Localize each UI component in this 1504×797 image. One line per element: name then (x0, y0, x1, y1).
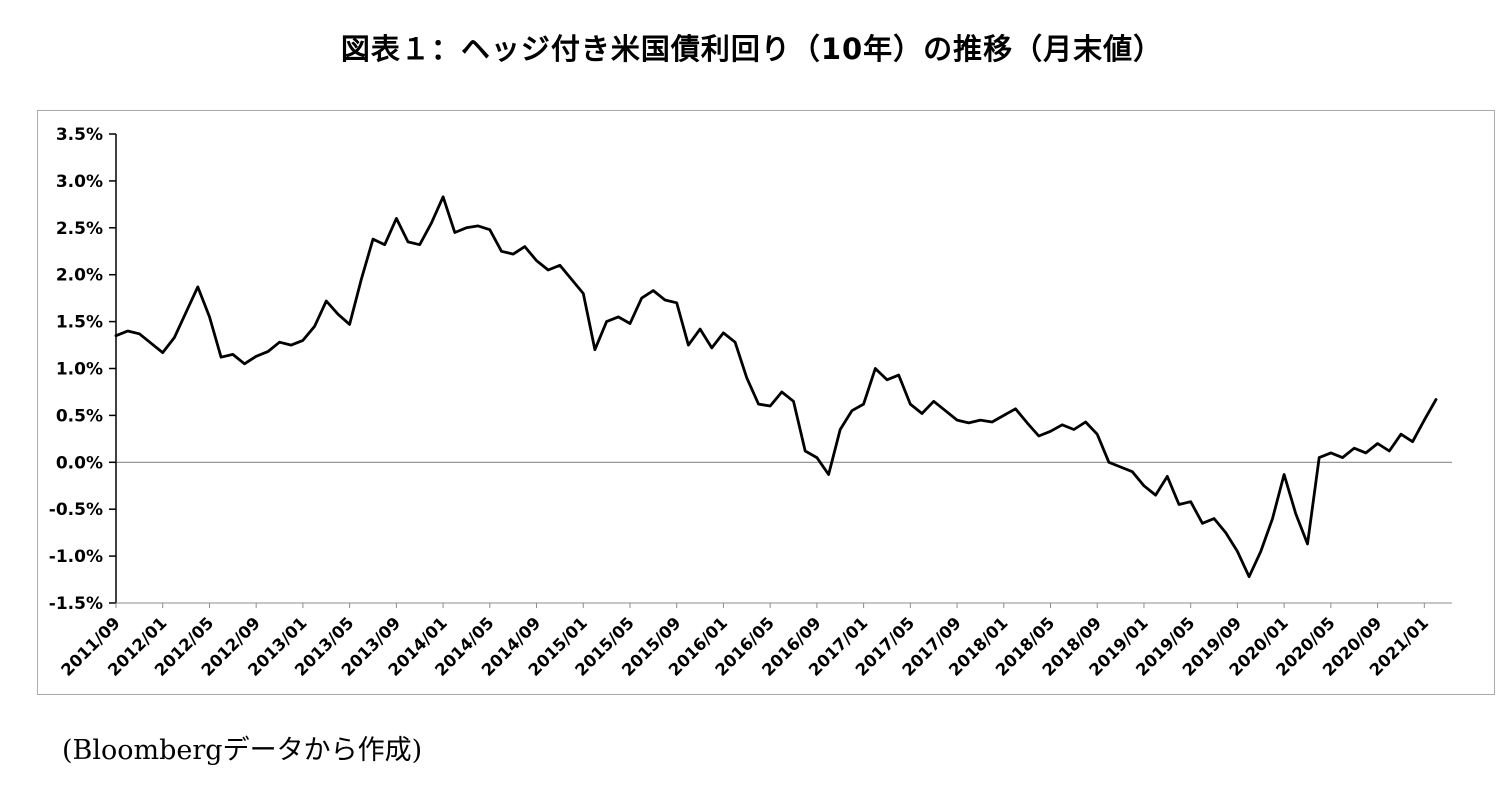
y-tick-label: 2.0% (56, 266, 103, 286)
y-tick-label: -0.5% (49, 500, 103, 520)
source-note: (Bloombergデータから作成) (62, 735, 423, 766)
y-tick-label: 3.0% (56, 172, 103, 192)
y-tick-label: 1.5% (56, 313, 103, 333)
yield-line (114, 195, 1438, 579)
y-tick-label: 2.5% (56, 219, 103, 239)
y-tick-label: 0.5% (56, 406, 103, 426)
y-tick-label: 1.0% (56, 360, 103, 380)
chart-frame: 3.5% 3.0% 2.5% 2.0% 1.5% 1.0% 0.5% 0.0% -0.5% -1.… (37, 110, 1495, 695)
chart-title: 図表１：ヘッジ付き米国債利回り（10年）の推移（月末値） (340, 32, 1164, 66)
y-tick-label: -1.5% (49, 594, 103, 614)
y-tick-label: 0.0% (56, 453, 103, 473)
y-tick-label: -1.0% (49, 547, 103, 567)
yield-line-chart: 3.5% 3.0% 2.5% 2.0% 1.5% 1.0% 0.5% 0.0% -0.5% -1.… (49, 125, 1452, 680)
y-tick-label: 3.5% (56, 125, 103, 145)
